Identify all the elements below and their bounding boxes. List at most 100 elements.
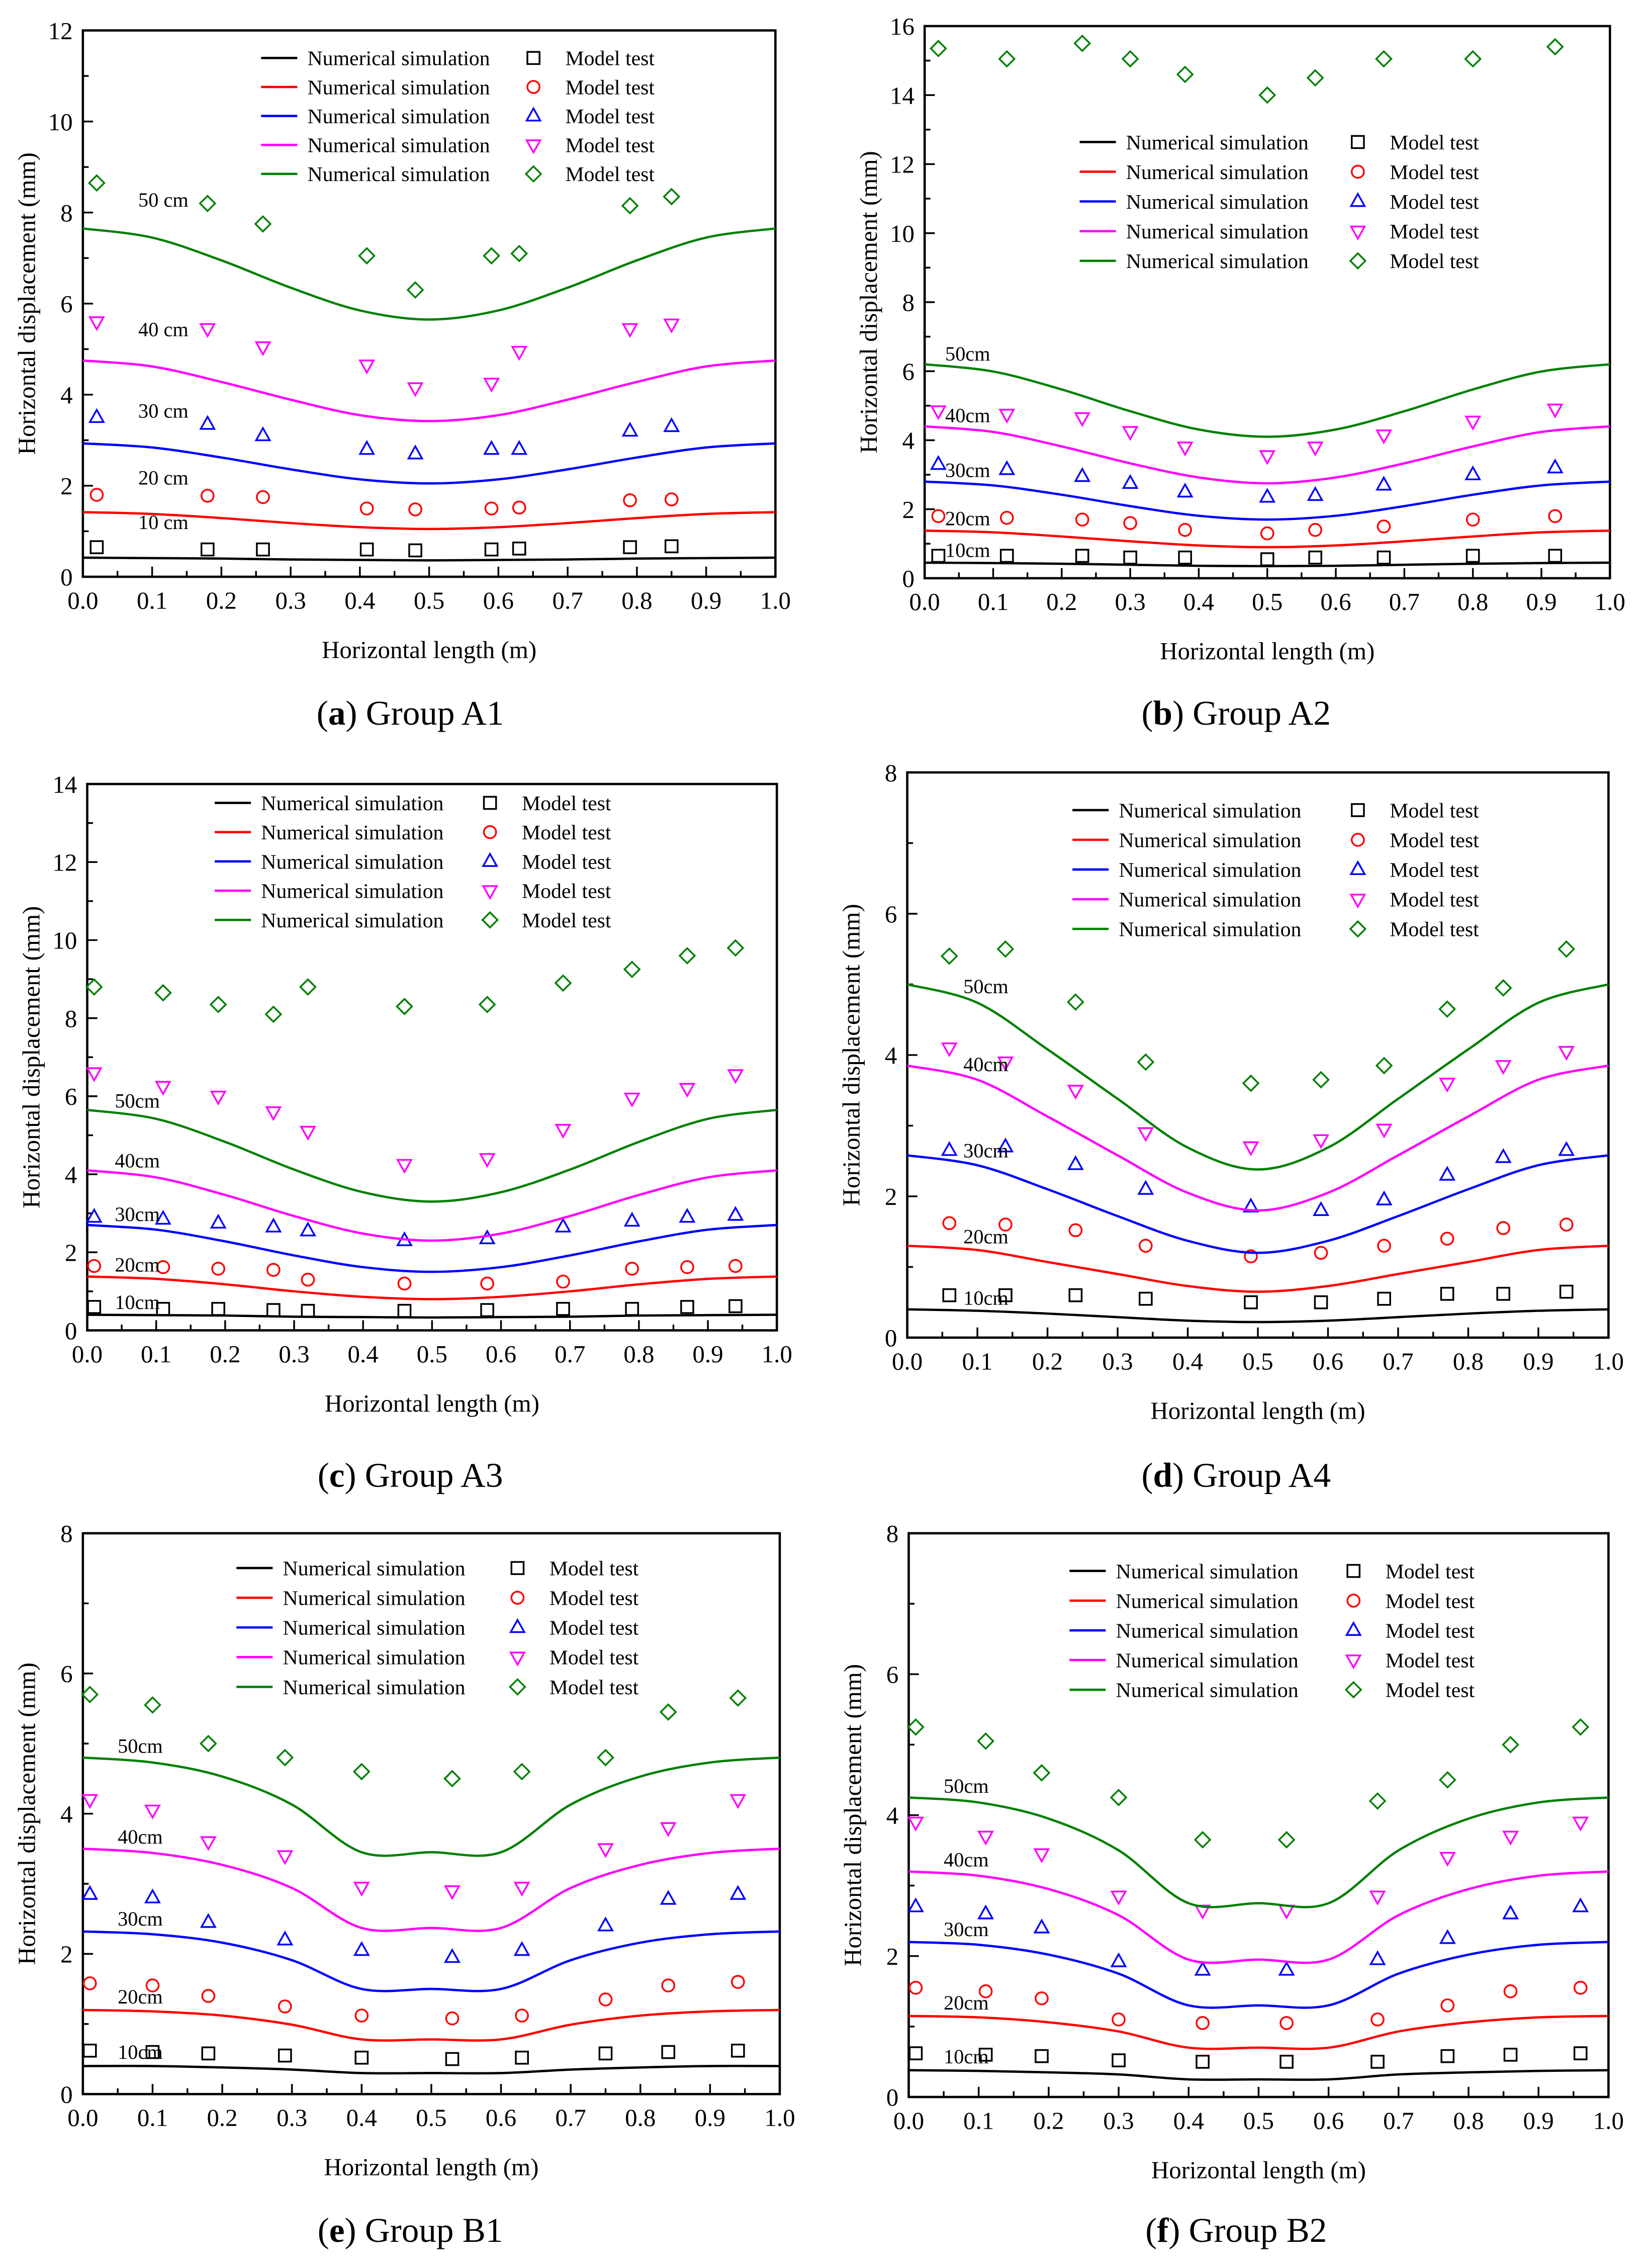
model-test-point [664,492,679,506]
x-tick-label: 0.2 [206,586,237,614]
model-test-point [1260,526,1274,541]
model-test-point [1377,550,1391,565]
simulation-line [87,1314,777,1319]
model-test-point [359,501,374,515]
model-test-point [597,1843,614,1858]
model-test-point [407,444,424,460]
simulation-line [82,1847,780,1932]
simulation-line [82,2064,780,2075]
legend-test-label: Model test [1390,829,1479,852]
model-test-point [82,1976,97,1990]
legend-marker [1346,1564,1361,1578]
model-test-point [1244,1249,1258,1264]
x-tick-label: 0.5 [416,2104,446,2132]
model-test-point [931,549,946,563]
x-tick-label: 0.0 [72,1340,103,1368]
legend-test-label: Model test [1386,1649,1475,1672]
model-test-point [1546,403,1564,419]
model-test-point [1073,34,1091,52]
model-test-point [1110,1890,1127,1906]
model-test-point [254,341,271,357]
legend-sim-label: Numerical simulation [1116,1590,1299,1613]
panel-d: 0.0 0.1 0.2 0.3 0.4 0.5 0.6 0.7 0.8 0.9 1.0 0 2 4 6 8 Ho… [837,759,1624,1494]
model-test-point [1439,1852,1456,1867]
y-tick-label: 8 [902,289,915,316]
x-tick-label: 1.0 [1593,2107,1624,2134]
model-test-point [1194,1961,1211,1976]
y-axis-label: Horizontal displacement (mm) [17,906,45,1208]
y-tick-label: 6 [886,1661,899,1688]
caption-letter: f [1157,2211,1169,2249]
model-test-point [1067,1085,1084,1100]
model-test-point [278,1999,292,2014]
x-tick-label: 0.6 [1320,588,1351,616]
model-test-point [1258,86,1276,104]
model-test-point [554,974,572,992]
simulation-line [82,556,776,562]
y-tick-label: 6 [60,1660,73,1688]
model-test-point [1242,1197,1259,1212]
model-test-point [998,1288,1013,1302]
legend-test-label: Model test [1390,858,1479,882]
x-tick-label: 0.0 [893,2107,924,2134]
model-test-point [1369,1950,1386,1965]
x-tick-label: 0.7 [1383,2107,1414,2134]
series-4: 50cm Numerical simulation Model test [906,1679,1609,1908]
model-test-point [1573,1980,1588,1995]
series-4: 50cm Numerical simulation Model test [924,34,1610,438]
model-test-point [908,2046,923,2060]
model-test-point [940,947,958,965]
plot-frame [907,1532,1610,2099]
caption-text: Group B2 [1180,2211,1327,2249]
legend-test-label: Model test [522,880,611,903]
legend-sim-label: Numerical simulation [308,134,490,157]
x-tick-label: 0.5 [1242,1347,1273,1375]
model-test-point [1308,522,1322,537]
model-test-point [997,1057,1014,1072]
model-test-point [1067,1155,1084,1170]
curve-label: 30cm [118,1907,163,1930]
model-test-point [729,1794,747,1809]
y-tick-label: 0 [902,565,915,592]
x-tick-label: 0.2 [1046,588,1077,616]
y-axis-label: Horizontal displacement (mm) [13,152,41,455]
simulation-line [908,1870,1609,1964]
simulation-line [925,480,1610,521]
model-test-point [729,1689,747,1707]
model-test-point [1313,1201,1330,1216]
y-tick-label: 4 [60,1800,73,1828]
y-tick-label: 12 [52,849,77,877]
x-tick-label: 0.9 [691,586,721,614]
model-test-point [1465,415,1482,431]
model-test-point [1074,412,1091,427]
model-test-point [1440,1286,1454,1301]
model-test-point [1178,550,1192,565]
simulation-line [908,1796,1609,1908]
model-test-point [1546,38,1564,56]
caption-text: Group A4 [1184,1456,1331,1495]
model-test-point [1465,465,1482,480]
x-tick-label: 0.2 [207,2104,237,2132]
model-test-point [556,1274,570,1289]
curve-label: 20cm [118,1985,163,2008]
caption: (b) Group A2 [1141,693,1331,732]
simulation-line [924,363,1610,438]
model-test-point [1112,2053,1126,2067]
model-test-point [1369,1890,1386,1906]
x-tick-label: 1.0 [1595,588,1625,616]
model-test-point [621,421,638,437]
model-test-point [1307,486,1324,501]
legend-marker [510,1591,525,1605]
series-2: 30cm Numerical simulation Model test [925,191,1610,521]
curve-label: 10cm [963,1286,1009,1309]
model-test-point [484,501,499,515]
curve-label: 40cm [944,1848,989,1871]
x-tick-label: 0.6 [1313,2107,1344,2134]
model-test-point [661,2045,676,2059]
legend-test-label: Model test [550,1557,639,1581]
y-tick-label: 10 [48,108,73,136]
model-test-point [1138,1239,1153,1253]
model-test-point [1259,450,1276,465]
model-test-point [1176,482,1194,498]
x-tick-label: 0.9 [1526,588,1557,616]
